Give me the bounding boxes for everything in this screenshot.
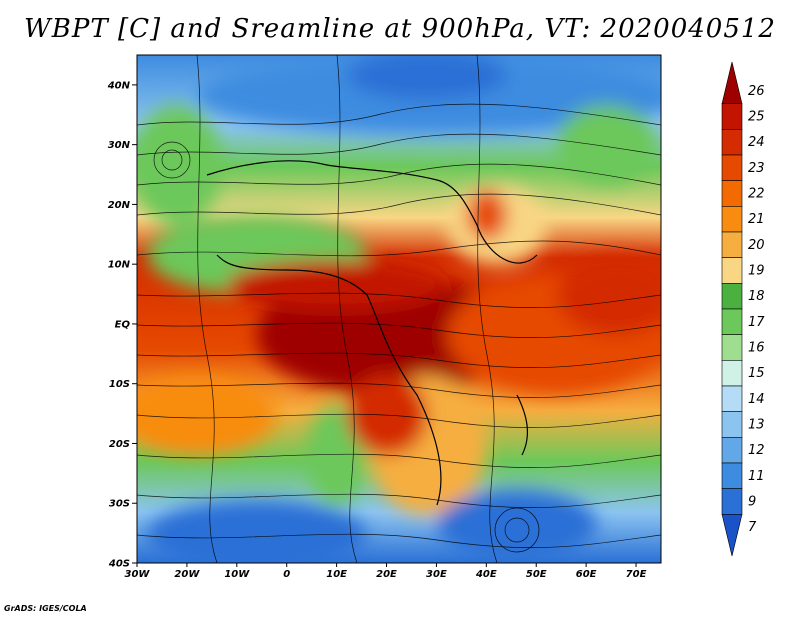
colorbar-segment — [721, 462, 743, 489]
colorbar-segment — [721, 61, 743, 104]
colorbar-label: 17 — [748, 315, 765, 330]
colorbar-segment — [721, 334, 743, 361]
colorbar-segment — [721, 103, 743, 130]
colorbar-segment — [721, 283, 743, 310]
colorbar-label: 24 — [748, 135, 765, 150]
colorbar-label: 13 — [748, 418, 765, 433]
colorbar-segment — [721, 488, 743, 515]
colorbar-segment — [721, 257, 743, 284]
grads-credit: GrADS: IGES/COLA — [4, 604, 87, 613]
colorbar-segment — [721, 180, 743, 207]
colorbar-label: 19 — [748, 264, 765, 279]
colorbar-label: 9 — [748, 495, 756, 510]
colorbar-label: 23 — [748, 161, 765, 176]
colorbar-label: 25 — [748, 110, 765, 125]
colorbar-label: 12 — [748, 443, 765, 458]
colorbar-segment — [721, 206, 743, 233]
colorbar-label: 15 — [748, 366, 765, 381]
colorbar-label: 21 — [748, 212, 765, 227]
colorbar-label: 7 — [748, 520, 757, 535]
colorbar-label: 22 — [748, 187, 765, 202]
colorbar-segment — [721, 385, 743, 412]
colorbar-segment — [721, 129, 743, 156]
colorbar-segment — [721, 514, 743, 557]
colorbar-label: 18 — [748, 289, 765, 304]
colorbar-label: 16 — [748, 341, 765, 356]
colorbar-segment — [721, 231, 743, 258]
colorbar-segment — [721, 437, 743, 464]
colorbar-label: 14 — [748, 392, 765, 407]
colorbar-segment — [721, 411, 743, 438]
colorbar-segment — [721, 308, 743, 335]
colorbar-label: 26 — [748, 84, 765, 99]
colorbar-segment — [721, 360, 743, 387]
chart-title: WBPT [C] and Sreamline at 900hPa, VT: 20… — [24, 14, 776, 44]
colorbar-label: 11 — [748, 469, 765, 484]
colorbar-segment — [721, 154, 743, 181]
colorbar-label: 20 — [748, 238, 765, 253]
